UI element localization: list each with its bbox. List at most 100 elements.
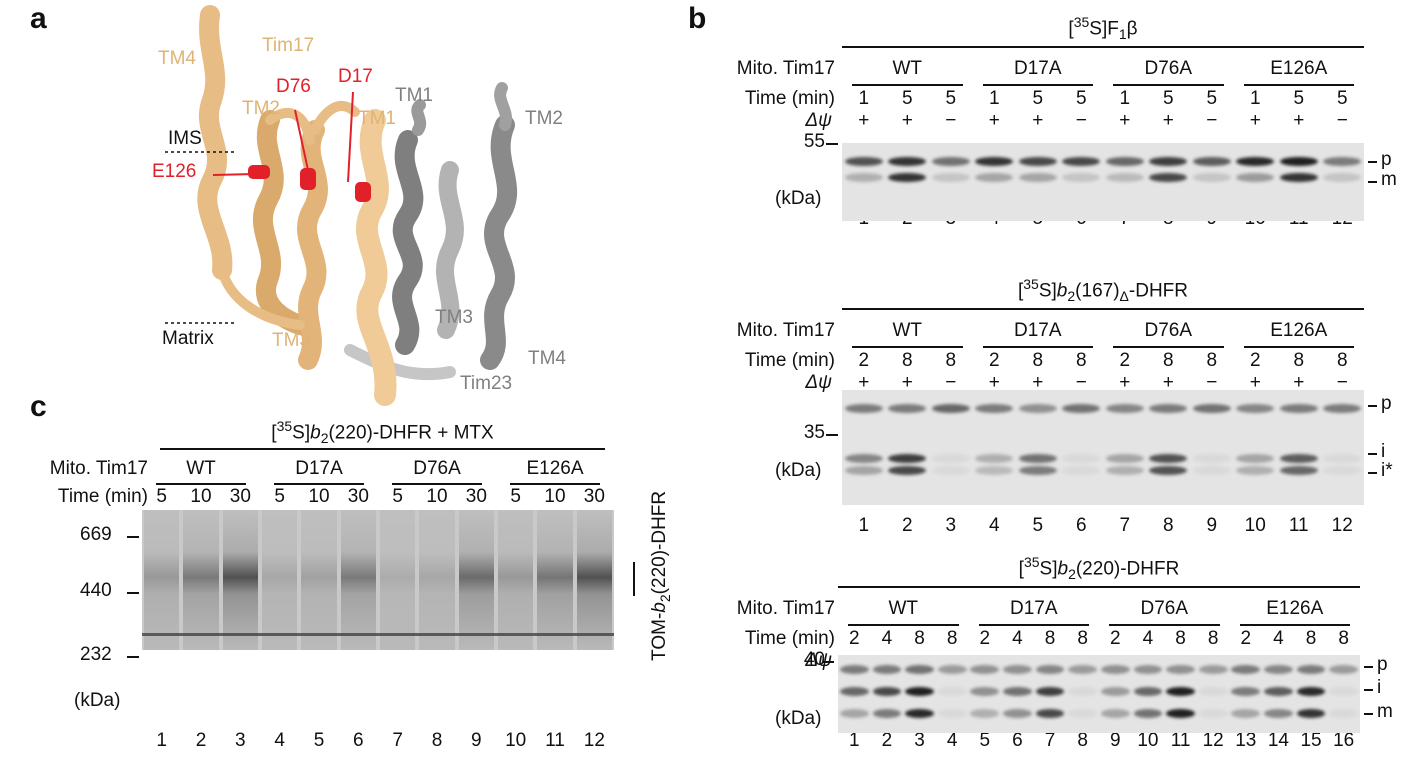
b-band-label: m	[1377, 701, 1393, 722]
b-gel-band	[1003, 687, 1032, 696]
b-lane-number: 12	[1331, 515, 1353, 536]
b-lane-number: 5	[979, 730, 991, 751]
b-gel-band	[1105, 157, 1144, 166]
b-gel-band	[1236, 466, 1275, 475]
b-gel-band	[931, 454, 970, 463]
b-gel-band	[844, 466, 883, 475]
b-kda-label: (kDa)	[775, 188, 822, 209]
b-band-label: i	[1377, 677, 1382, 698]
b-time-value: 5	[901, 88, 913, 109]
b-gel-band	[1279, 173, 1318, 182]
b-dpsi-value: +	[988, 372, 1000, 393]
c-kda-label: (kDa)	[74, 690, 121, 711]
b-time-value: 5	[1293, 88, 1305, 109]
b-lane-number: 10	[1244, 515, 1266, 536]
b-group-label: D17A	[1013, 320, 1062, 341]
tm3-tim23-label: TM3	[435, 307, 473, 328]
b-dpsi-value: +	[1293, 372, 1305, 393]
b-band-label: i*	[1381, 460, 1393, 481]
b-gel-title: [35S]F1β	[1068, 14, 1138, 43]
c-lane-number: 4	[274, 730, 285, 751]
c-lane-number: 7	[392, 730, 403, 751]
b-gel-band	[839, 709, 869, 718]
c-time-value: 30	[465, 486, 487, 507]
c-gel-lane	[537, 510, 573, 650]
b-gel-band	[905, 687, 934, 696]
b-dpsi-value: +	[1162, 372, 1174, 393]
b-dpsi-label: Δψ	[805, 372, 832, 393]
b-gel-band	[1329, 665, 1359, 674]
b-band-label: p	[1381, 149, 1392, 170]
b-time-value: 8	[1175, 628, 1186, 649]
b-time-value: 5	[1336, 88, 1348, 109]
c-time-value: 5	[156, 486, 167, 507]
b-gel-band	[888, 454, 927, 463]
b-gel-band	[888, 404, 927, 413]
b-time-value: 5	[1206, 88, 1218, 109]
b-gel-band	[1018, 173, 1057, 182]
b-lane-number: 9	[1110, 730, 1121, 751]
b-gel-lane	[871, 655, 904, 733]
b-band-label: i	[1381, 441, 1386, 462]
panel-c-label: c	[30, 390, 47, 423]
b-gel-band	[1323, 157, 1362, 166]
b-time-value: 8	[1293, 350, 1305, 371]
b-group-label: WT	[892, 320, 923, 341]
b-time-value: 8	[1336, 350, 1348, 371]
b-gel-lane	[1034, 655, 1067, 733]
b-gel-band	[970, 687, 1000, 696]
b-mito-label: Mito. Tim17	[736, 598, 835, 619]
b-gel-band	[1018, 454, 1057, 463]
b-gel-lane	[1099, 655, 1132, 733]
c-group-label: E126A	[526, 458, 584, 479]
panel-b-label: b	[688, 2, 707, 35]
b-lane-number: 4	[988, 515, 1000, 536]
b-gel-band	[1192, 157, 1231, 166]
b-time-value: 8	[945, 350, 957, 371]
b-gel-band	[1236, 404, 1275, 413]
c-lane-number: 2	[195, 730, 207, 751]
b-gel-band	[1100, 665, 1130, 674]
b-group-label: D76A	[1144, 58, 1193, 79]
b-lane-number: 7	[1044, 730, 1056, 751]
b-gel-band	[1149, 466, 1188, 475]
c-gel-lane	[222, 510, 258, 650]
b-gel-band	[1166, 709, 1195, 718]
b-marker: 35	[803, 422, 825, 443]
b-time-value: 1	[858, 88, 870, 109]
b-lane-number: 4	[946, 730, 958, 751]
b-time-value: 2	[1110, 628, 1121, 649]
tim23-helices	[344, 82, 518, 381]
b-gel-band	[1279, 466, 1318, 475]
b-gel-band	[975, 466, 1014, 475]
c-time-value: 10	[426, 486, 448, 507]
b-gel-band	[1105, 173, 1144, 182]
b-time-value: 2	[979, 628, 991, 649]
c-time-label: Time (min)	[57, 486, 148, 507]
b-dpsi-value: −	[1336, 372, 1348, 393]
b-gel-band	[1198, 687, 1228, 696]
b-gel-band	[1192, 404, 1231, 413]
b-lane-number: 5	[1032, 515, 1044, 536]
b-gel-band	[888, 466, 927, 475]
b-dpsi-value: +	[1119, 110, 1131, 131]
b-gel-band	[1003, 709, 1032, 718]
b-gel-band	[1035, 665, 1065, 674]
b-gel-band	[1192, 173, 1231, 182]
b-dpsi-value: +	[901, 372, 913, 393]
b-time-value: 8	[1162, 350, 1174, 371]
c-lane-number: 9	[471, 730, 482, 751]
b-group-label: D76A	[1144, 320, 1193, 341]
b-lane-number: 14	[1267, 730, 1289, 751]
b-time-value: 1	[1249, 88, 1261, 109]
b-gel-lane	[1164, 655, 1197, 733]
b-gel-band	[1323, 466, 1362, 475]
b-lane-number: 16	[1333, 730, 1355, 751]
tim17-helices	[197, 5, 397, 406]
b-gel-image	[842, 143, 1364, 221]
b-dpsi-value: +	[901, 110, 913, 131]
b-time-value: 4	[1012, 628, 1023, 649]
b-gel-band	[975, 157, 1014, 166]
c-time-value: 30	[347, 486, 369, 507]
b-gel-band	[1035, 709, 1065, 718]
